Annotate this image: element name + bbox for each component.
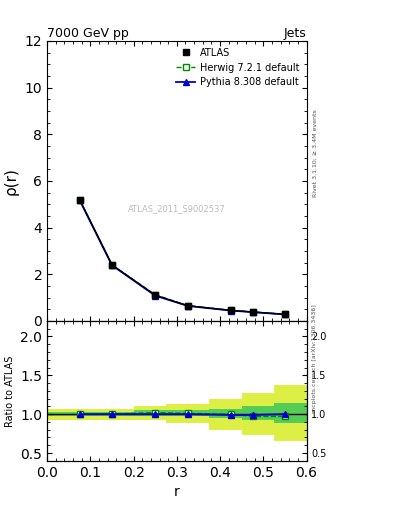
Text: ATLAS_2011_S9002537: ATLAS_2011_S9002537 — [128, 204, 226, 214]
Legend: ATLAS, Herwig 7.2.1 default, Pythia 8.308 default: ATLAS, Herwig 7.2.1 default, Pythia 8.30… — [172, 44, 304, 91]
X-axis label: r: r — [174, 485, 180, 499]
Text: mcplots.cern.ch [arXiv:1306.3436]: mcplots.cern.ch [arXiv:1306.3436] — [312, 304, 318, 413]
Text: Jets: Jets — [284, 27, 307, 40]
Y-axis label: Ratio to ATLAS: Ratio to ATLAS — [5, 355, 15, 426]
Text: 7000 GeV pp: 7000 GeV pp — [47, 27, 129, 40]
Text: Rivet 3.1.10; ≥ 3.4M events: Rivet 3.1.10; ≥ 3.4M events — [312, 110, 318, 198]
Y-axis label: ρ(r): ρ(r) — [4, 167, 19, 195]
